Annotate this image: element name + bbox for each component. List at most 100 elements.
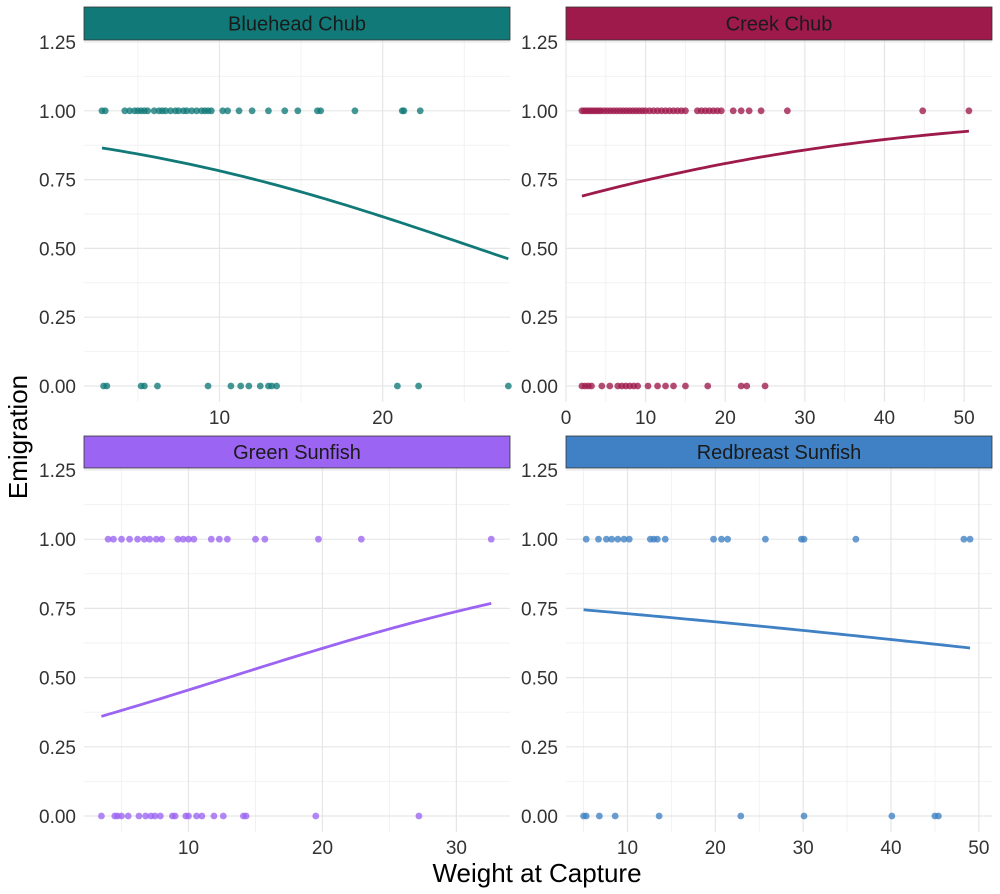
data-point (167, 107, 174, 115)
data-point (281, 107, 289, 115)
data-point (682, 382, 689, 390)
data-point (223, 535, 231, 543)
y-tick-label: 0.25 (521, 308, 558, 329)
x-tick-label: 20 (372, 408, 393, 429)
data-point (634, 382, 642, 390)
data-point (487, 535, 495, 543)
data-point (393, 382, 401, 390)
data-point (140, 535, 148, 543)
data-point (185, 535, 192, 543)
y-tick-label: 1.25 (39, 33, 76, 54)
y-tick-label: 1.00 (521, 530, 558, 551)
data-point (183, 107, 191, 115)
data-point (614, 535, 622, 543)
data-point (294, 107, 302, 115)
data-point (654, 382, 661, 390)
x-tick-label: 30 (793, 838, 814, 859)
y-tick-label: 0.75 (521, 599, 558, 620)
facet-strip (83, 435, 511, 469)
data-point (144, 107, 152, 115)
data-point (198, 812, 206, 820)
data-point (611, 812, 619, 820)
x-tick-label: 50 (968, 838, 989, 859)
y-tick-label: 0.50 (39, 669, 76, 690)
x-axis-title: Weight at Capture (432, 858, 641, 888)
panel-creek-chub: 0.00 0.25 0.50 0.75 1.00 1.25 0 10 20 30 40 50 Creek… (521, 6, 993, 429)
data-point (227, 382, 235, 390)
x-tick-label: 10 (178, 838, 199, 859)
data-point (357, 535, 365, 543)
facet-strip-label: Creek Chub (726, 14, 833, 36)
data-point (737, 812, 745, 820)
data-point (118, 535, 125, 543)
data-point (152, 535, 160, 543)
panel-bluehead-chub: 0.00 0.25 0.50 0.75 1.00 1.25 10 20 Bluehead Chu… (39, 6, 512, 429)
data-point (603, 535, 610, 543)
data-point (193, 812, 200, 820)
panel-green-sunfish: 0.00 0.25 0.50 0.75 1.00 1.25 10 20 30 Green Sunf… (39, 435, 511, 859)
data-point (718, 535, 725, 543)
data-point (620, 535, 628, 543)
data-point (158, 535, 166, 543)
data-point (224, 107, 232, 115)
data-point (245, 382, 253, 390)
x-tick-label: 40 (880, 838, 901, 859)
data-point (761, 382, 769, 390)
x-tick-label: 20 (705, 838, 726, 859)
data-point (966, 535, 974, 543)
x-tick-label: 40 (874, 408, 895, 429)
data-point (126, 107, 134, 115)
y-tick-label: 0.75 (521, 171, 558, 192)
y-tick-label: 0.25 (521, 738, 558, 759)
y-tick-label: 1.25 (521, 33, 558, 54)
y-tick-label: 1.00 (39, 530, 76, 551)
data-point (729, 107, 737, 115)
data-point (625, 535, 633, 543)
data-point (888, 812, 896, 820)
data-point (598, 382, 606, 390)
y-axis-title: Emigration (3, 375, 33, 499)
data-point (800, 812, 808, 820)
data-point (415, 812, 423, 820)
data-point (162, 107, 170, 115)
data-point (268, 382, 276, 390)
data-point (118, 812, 125, 820)
data-point (252, 535, 259, 543)
data-point (757, 107, 765, 115)
data-point (655, 812, 663, 820)
data-point (124, 812, 132, 820)
data-point (204, 382, 212, 390)
x-tick-label: 30 (794, 408, 815, 429)
data-point (126, 535, 133, 543)
data-point (207, 535, 215, 543)
data-point (98, 812, 105, 820)
data-point (582, 535, 590, 543)
data-point (156, 812, 164, 820)
data-point (121, 107, 129, 115)
data-point (110, 535, 117, 543)
data-point (179, 535, 187, 543)
data-point (193, 107, 201, 115)
fit-line (101, 602, 492, 718)
data-point (504, 382, 512, 390)
x-tick-label: 20 (312, 838, 333, 859)
data-point (256, 382, 264, 390)
facet-strip-label: Bluehead Chub (228, 14, 366, 36)
data-point (317, 107, 325, 115)
panel-redbreast-sunfish: 0.00 0.25 0.50 0.75 1.00 1.25 10 20 30 40 50 Redbre… (521, 435, 993, 859)
data-point (265, 107, 272, 115)
data-point (415, 382, 422, 390)
facet-strip (83, 6, 511, 41)
y-tick-label: 0.50 (521, 239, 558, 260)
data-point (653, 535, 661, 543)
data-point (175, 107, 183, 115)
facet-strip-label: Green Sunfish (233, 442, 361, 464)
data-point (737, 382, 745, 390)
data-point (595, 812, 603, 820)
y-tick-label: 0.50 (521, 669, 558, 690)
data-point (682, 107, 689, 115)
fit-line (101, 146, 509, 261)
data-point (140, 382, 148, 390)
data-point (151, 812, 159, 820)
data-point (207, 107, 215, 115)
